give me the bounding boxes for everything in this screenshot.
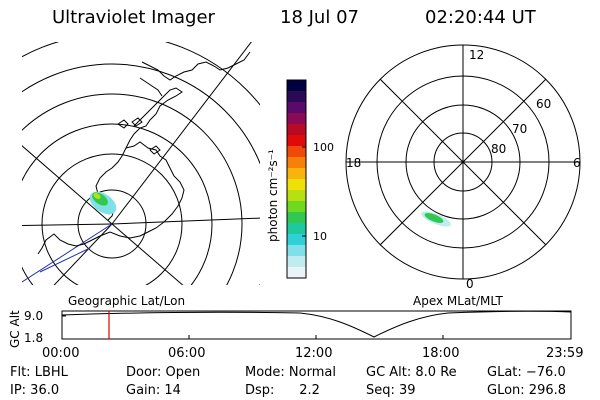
colorbar-segment — [287, 80, 306, 92]
altitude-ytick-top: 9.0 — [24, 309, 43, 323]
colorbar-segment — [287, 113, 306, 125]
mlat-label-60: 60 — [536, 97, 551, 111]
geographic-map — [22, 42, 260, 285]
mlt-label-0: 0 — [466, 277, 474, 291]
colorbar-segment — [287, 135, 306, 147]
mlat-label-70: 70 — [512, 122, 527, 136]
info-glat: GLat: −76.0 — [487, 365, 566, 380]
info-glon: GLon: 296.8 — [487, 383, 567, 398]
colorbar-segment — [287, 190, 306, 202]
observation-date: 18 Jul 07 — [280, 7, 359, 28]
meridian — [53, 223, 113, 285]
colorbar-segment — [287, 168, 306, 180]
mlt-label-18: 18 — [346, 156, 361, 170]
colorbar-segment — [287, 256, 306, 268]
lat-circle — [41, 153, 183, 285]
time-tick-0000: 00:00 — [42, 346, 80, 361]
info-seq: Seq: 39 — [366, 383, 416, 398]
mlt-label-12: 12 — [469, 48, 484, 62]
colorbar-segment — [287, 157, 306, 169]
mlt-diagonal — [379, 78, 547, 246]
coastline-south-america — [139, 51, 251, 97]
colorbar-segment — [287, 91, 306, 103]
mlt-label-6: 6 — [573, 156, 581, 170]
time-tick-1800: 18:00 — [422, 346, 460, 361]
meridian-blue — [22, 223, 113, 283]
colorbar-segment — [287, 267, 306, 279]
meridian — [22, 223, 113, 226]
info-door: Door: Open — [126, 365, 201, 380]
colorbar-segment — [287, 212, 306, 224]
info-mode: Mode: Normal — [245, 365, 336, 380]
right-panel-caption: Apex MLat/MLT — [413, 294, 503, 308]
colorbar-segment — [287, 124, 306, 136]
info-ip: IP: 36.0 — [10, 383, 60, 398]
mlat-label-80: 80 — [491, 142, 506, 156]
time-tick-0600: 06:00 — [168, 346, 206, 361]
info-gain: Gain: 14 — [126, 383, 181, 398]
observation-time: 02:20:44 UT — [425, 7, 536, 28]
lat-circle-inner — [77, 189, 147, 259]
colorbar-segment — [287, 234, 306, 246]
colorbar-segment — [287, 245, 306, 257]
meridian-blue — [39, 247, 91, 273]
meridian — [111, 223, 184, 285]
altitude-plot — [61, 310, 572, 340]
colorbar-segment — [287, 223, 306, 235]
time-tick-1200: 12:00 — [295, 346, 333, 361]
altitude-curve — [61, 310, 572, 338]
aurora-core — [424, 213, 444, 223]
altitude-ytick-bottom: 1.8 — [24, 331, 43, 345]
colorbar-tick-10: 10 — [313, 230, 327, 243]
aurora-bright — [93, 192, 101, 200]
lat-circle — [22, 93, 243, 285]
meridian — [111, 217, 260, 225]
lat-circle — [22, 123, 213, 285]
time-tick-2359: 23:59 — [546, 346, 584, 361]
colorbar — [286, 79, 307, 279]
lat-circle — [22, 63, 260, 285]
coastline-peninsula — [125, 87, 183, 149]
mlat-mlt-polar-plot — [345, 44, 581, 280]
colorbar-unit-label: photon cm⁻²s⁻¹ — [266, 149, 280, 242]
left-panel-caption: Geographic Lat/Lon — [68, 294, 186, 308]
colorbar-segment — [287, 201, 306, 213]
info-gc-alt: GC Alt: 8.0 Re — [366, 365, 457, 380]
colorbar-frame — [286, 79, 307, 279]
colorbar-segment — [287, 179, 306, 191]
colorbar-tick-100: 100 — [313, 141, 334, 154]
info-dsp: Dsp: 2.2 — [245, 383, 320, 398]
instrument-title: Ultraviolet Imager — [52, 7, 215, 28]
meridian — [22, 145, 113, 225]
colorbar-segment — [287, 102, 306, 114]
meridian — [111, 42, 252, 225]
colorbar-segment — [287, 146, 306, 158]
info-filter: Flt: LBHL — [10, 365, 68, 380]
coastline-islands — [117, 117, 161, 155]
altitude-ylabel: GC Alt — [8, 310, 22, 348]
